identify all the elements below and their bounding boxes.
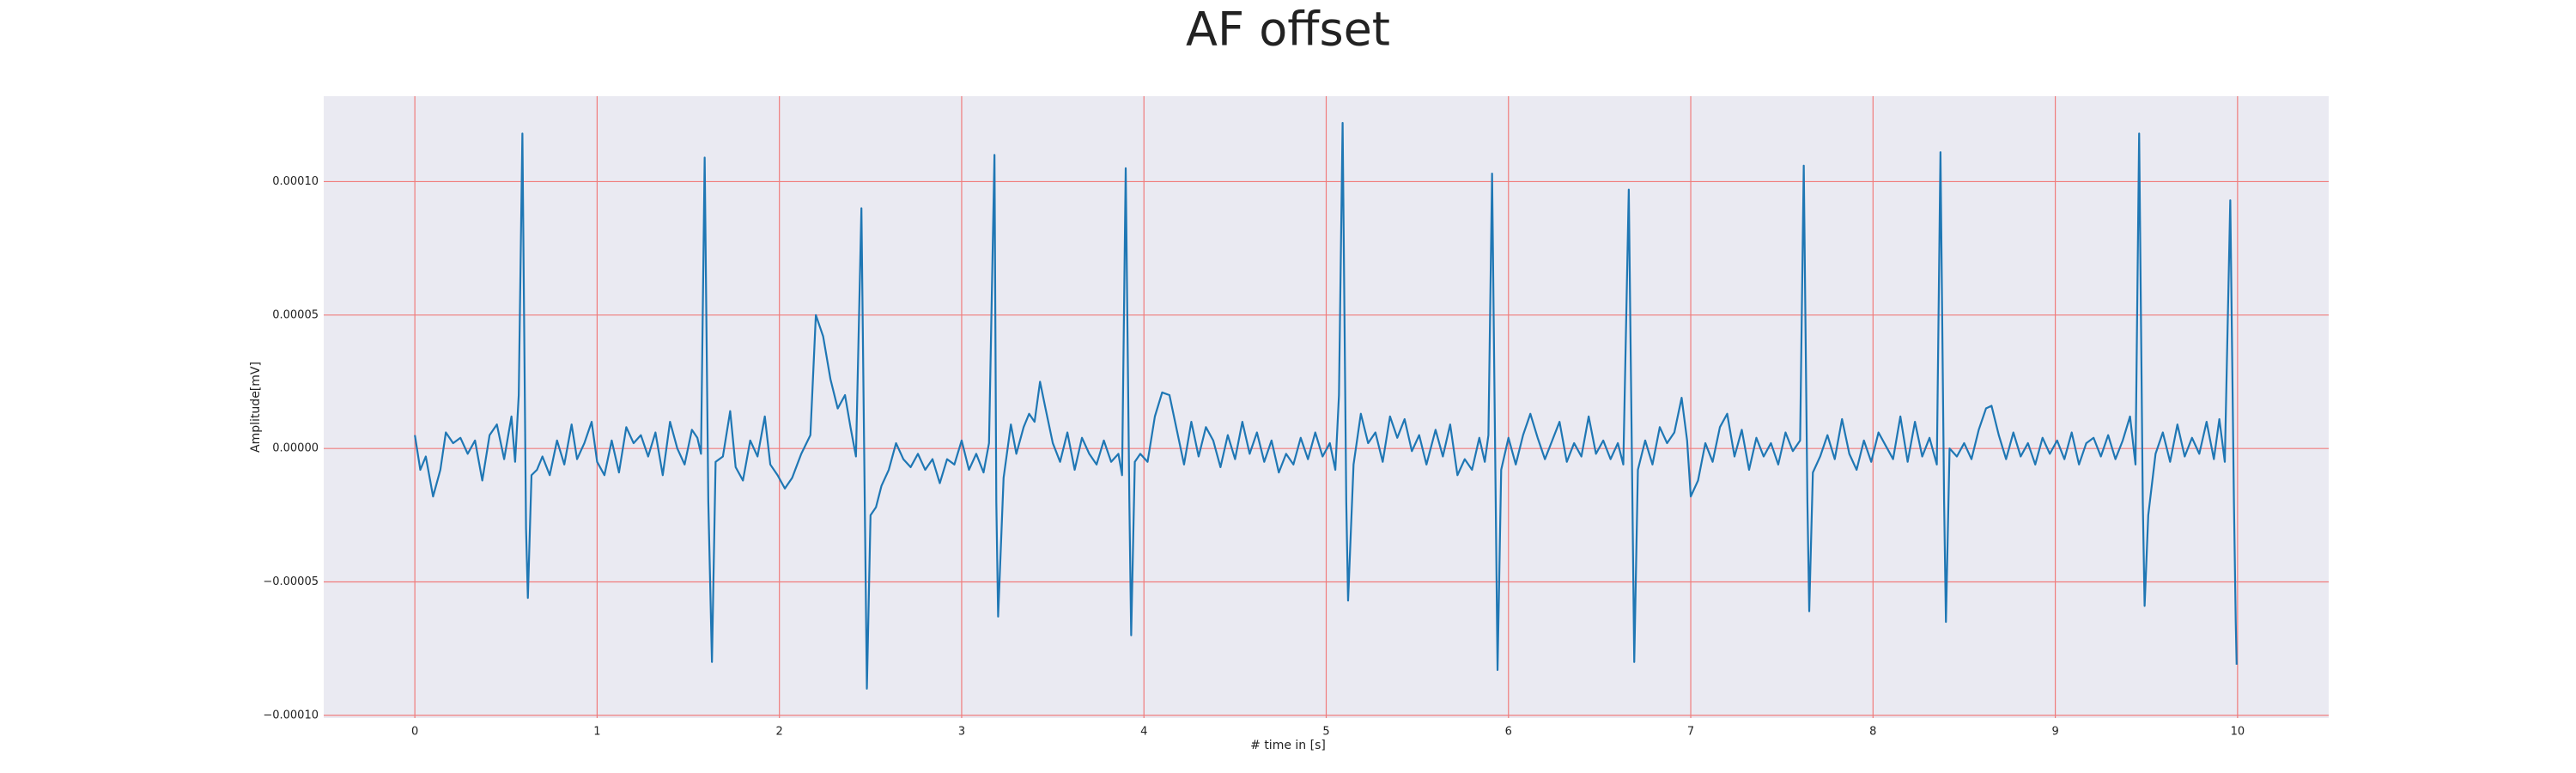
x-tick-label: 1	[593, 726, 600, 739]
signal-line	[414, 121, 2238, 690]
y-tick-label: −0.00010	[263, 709, 319, 721]
chart-title: AF offset	[1186, 3, 1390, 57]
x-tick-label: 6	[1505, 726, 1512, 739]
x-tick-label: 7	[1687, 726, 1694, 739]
y-tick-label: −0.00005	[263, 575, 319, 588]
x-tick-label: 0	[411, 726, 418, 739]
y-tick-label: 0.00010	[272, 175, 319, 188]
x-tick-label: 5	[1322, 726, 1329, 739]
y-axis-label: Amplitude[mV]	[249, 362, 263, 453]
x-tick-label: 10	[2231, 726, 2245, 739]
x-tick-label: 4	[1140, 726, 1147, 739]
y-tick-label: 0.00005	[272, 308, 319, 321]
x-tick-label: 2	[776, 726, 783, 739]
x-axis-label: # time in [s]	[1250, 739, 1326, 752]
y-tick-label: 0.00000	[272, 442, 319, 455]
x-tick-label: 9	[2051, 726, 2058, 739]
x-tick-label: 3	[958, 726, 965, 739]
x-tick-label: 8	[1869, 726, 1876, 739]
